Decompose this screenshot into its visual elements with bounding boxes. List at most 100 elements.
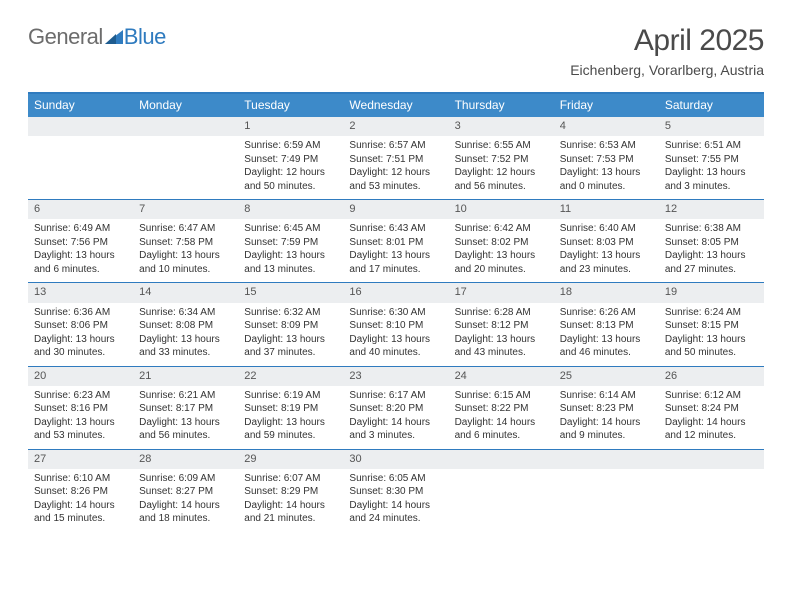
sunrise-text: Sunrise: 6:26 AM: [560, 306, 653, 320]
sunrise-text: Sunrise: 6:07 AM: [244, 472, 337, 486]
daylight-text: Daylight: 13 hours and 13 minutes.: [244, 249, 337, 276]
day-body: Sunrise: 6:38 AMSunset: 8:05 PMDaylight:…: [659, 219, 764, 282]
day-body: [449, 469, 554, 527]
daylight-text: Daylight: 13 hours and 53 minutes.: [34, 416, 127, 443]
daylight-text: Daylight: 13 hours and 59 minutes.: [244, 416, 337, 443]
sunrise-text: Sunrise: 6:15 AM: [455, 389, 548, 403]
weeks-container: 1Sunrise: 6:59 AMSunset: 7:49 PMDaylight…: [28, 117, 764, 532]
day-number: 10: [449, 200, 554, 219]
sunrise-text: Sunrise: 6:23 AM: [34, 389, 127, 403]
sunset-text: Sunset: 7:49 PM: [244, 153, 337, 167]
sunset-text: Sunset: 7:58 PM: [139, 236, 232, 250]
sunrise-text: Sunrise: 6:45 AM: [244, 222, 337, 236]
calendar-cell: [449, 450, 554, 532]
day-body: Sunrise: 6:07 AMSunset: 8:29 PMDaylight:…: [238, 469, 343, 532]
daylight-text: Daylight: 13 hours and 20 minutes.: [455, 249, 548, 276]
dow-tuesday: Tuesday: [238, 94, 343, 117]
day-number: 18: [554, 283, 659, 302]
sunrise-text: Sunrise: 6:34 AM: [139, 306, 232, 320]
calendar-cell: 9Sunrise: 6:43 AMSunset: 8:01 PMDaylight…: [343, 200, 448, 282]
day-body: Sunrise: 6:15 AMSunset: 8:22 PMDaylight:…: [449, 386, 554, 449]
calendar-cell: 28Sunrise: 6:09 AMSunset: 8:27 PMDayligh…: [133, 450, 238, 532]
day-number: [133, 117, 238, 136]
day-number: 27: [28, 450, 133, 469]
calendar-cell: 25Sunrise: 6:14 AMSunset: 8:23 PMDayligh…: [554, 367, 659, 449]
daylight-text: Daylight: 14 hours and 6 minutes.: [455, 416, 548, 443]
calendar-week: 13Sunrise: 6:36 AMSunset: 8:06 PMDayligh…: [28, 282, 764, 365]
sunset-text: Sunset: 8:16 PM: [34, 402, 127, 416]
day-body: Sunrise: 6:59 AMSunset: 7:49 PMDaylight:…: [238, 136, 343, 199]
day-number: 1: [238, 117, 343, 136]
sunset-text: Sunset: 8:17 PM: [139, 402, 232, 416]
calendar-cell: 3Sunrise: 6:55 AMSunset: 7:52 PMDaylight…: [449, 117, 554, 199]
daylight-text: Daylight: 13 hours and 17 minutes.: [349, 249, 442, 276]
day-number: 15: [238, 283, 343, 302]
day-number: 23: [343, 367, 448, 386]
day-of-week-row: Sunday Monday Tuesday Wednesday Thursday…: [28, 94, 764, 117]
daylight-text: Daylight: 13 hours and 50 minutes.: [665, 333, 758, 360]
sunrise-text: Sunrise: 6:14 AM: [560, 389, 653, 403]
day-body: Sunrise: 6:40 AMSunset: 8:03 PMDaylight:…: [554, 219, 659, 282]
day-body: Sunrise: 6:43 AMSunset: 8:01 PMDaylight:…: [343, 219, 448, 282]
dow-saturday: Saturday: [659, 94, 764, 117]
sunset-text: Sunset: 7:59 PM: [244, 236, 337, 250]
daylight-text: Daylight: 13 hours and 0 minutes.: [560, 166, 653, 193]
day-body: Sunrise: 6:10 AMSunset: 8:26 PMDaylight:…: [28, 469, 133, 532]
sunrise-text: Sunrise: 6:38 AM: [665, 222, 758, 236]
sunset-text: Sunset: 7:53 PM: [560, 153, 653, 167]
day-body: Sunrise: 6:28 AMSunset: 8:12 PMDaylight:…: [449, 303, 554, 366]
day-number: [28, 117, 133, 136]
calendar-cell: 23Sunrise: 6:17 AMSunset: 8:20 PMDayligh…: [343, 367, 448, 449]
sunrise-text: Sunrise: 6:17 AM: [349, 389, 442, 403]
sunrise-text: Sunrise: 6:57 AM: [349, 139, 442, 153]
day-body: Sunrise: 6:05 AMSunset: 8:30 PMDaylight:…: [343, 469, 448, 532]
sunrise-text: Sunrise: 6:55 AM: [455, 139, 548, 153]
day-number: 26: [659, 367, 764, 386]
day-body: Sunrise: 6:19 AMSunset: 8:19 PMDaylight:…: [238, 386, 343, 449]
daylight-text: Daylight: 13 hours and 33 minutes.: [139, 333, 232, 360]
calendar-cell: [28, 117, 133, 199]
daylight-text: Daylight: 13 hours and 43 minutes.: [455, 333, 548, 360]
sunrise-text: Sunrise: 6:42 AM: [455, 222, 548, 236]
daylight-text: Daylight: 13 hours and 10 minutes.: [139, 249, 232, 276]
dow-friday: Friday: [554, 94, 659, 117]
sunrise-text: Sunrise: 6:30 AM: [349, 306, 442, 320]
day-number: 7: [133, 200, 238, 219]
day-number: 2: [343, 117, 448, 136]
day-number: 29: [238, 450, 343, 469]
calendar-grid: Sunday Monday Tuesday Wednesday Thursday…: [28, 92, 764, 532]
day-body: Sunrise: 6:57 AMSunset: 7:51 PMDaylight:…: [343, 136, 448, 199]
daylight-text: Daylight: 12 hours and 53 minutes.: [349, 166, 442, 193]
calendar-cell: 4Sunrise: 6:53 AMSunset: 7:53 PMDaylight…: [554, 117, 659, 199]
daylight-text: Daylight: 13 hours and 40 minutes.: [349, 333, 442, 360]
day-number: 24: [449, 367, 554, 386]
calendar-cell: 30Sunrise: 6:05 AMSunset: 8:30 PMDayligh…: [343, 450, 448, 532]
calendar-cell: 6Sunrise: 6:49 AMSunset: 7:56 PMDaylight…: [28, 200, 133, 282]
day-number: 12: [659, 200, 764, 219]
sunrise-text: Sunrise: 6:12 AM: [665, 389, 758, 403]
day-body: Sunrise: 6:34 AMSunset: 8:08 PMDaylight:…: [133, 303, 238, 366]
calendar-cell: 7Sunrise: 6:47 AMSunset: 7:58 PMDaylight…: [133, 200, 238, 282]
logo-word-general: General: [28, 24, 103, 50]
sunrise-text: Sunrise: 6:10 AM: [34, 472, 127, 486]
day-number: 22: [238, 367, 343, 386]
day-number: 14: [133, 283, 238, 302]
sunrise-text: Sunrise: 6:49 AM: [34, 222, 127, 236]
calendar-cell: 8Sunrise: 6:45 AMSunset: 7:59 PMDaylight…: [238, 200, 343, 282]
day-number: 4: [554, 117, 659, 136]
calendar-cell: 17Sunrise: 6:28 AMSunset: 8:12 PMDayligh…: [449, 283, 554, 365]
sunset-text: Sunset: 8:03 PM: [560, 236, 653, 250]
sunset-text: Sunset: 8:02 PM: [455, 236, 548, 250]
daylight-text: Daylight: 13 hours and 56 minutes.: [139, 416, 232, 443]
dow-wednesday: Wednesday: [343, 94, 448, 117]
day-number: 30: [343, 450, 448, 469]
daylight-text: Daylight: 12 hours and 56 minutes.: [455, 166, 548, 193]
calendar-cell: [554, 450, 659, 532]
sunset-text: Sunset: 8:12 PM: [455, 319, 548, 333]
day-body: Sunrise: 6:26 AMSunset: 8:13 PMDaylight:…: [554, 303, 659, 366]
day-body: Sunrise: 6:51 AMSunset: 7:55 PMDaylight:…: [659, 136, 764, 199]
calendar-cell: 22Sunrise: 6:19 AMSunset: 8:19 PMDayligh…: [238, 367, 343, 449]
daylight-text: Daylight: 13 hours and 27 minutes.: [665, 249, 758, 276]
day-body: Sunrise: 6:47 AMSunset: 7:58 PMDaylight:…: [133, 219, 238, 282]
calendar-week: 6Sunrise: 6:49 AMSunset: 7:56 PMDaylight…: [28, 199, 764, 282]
